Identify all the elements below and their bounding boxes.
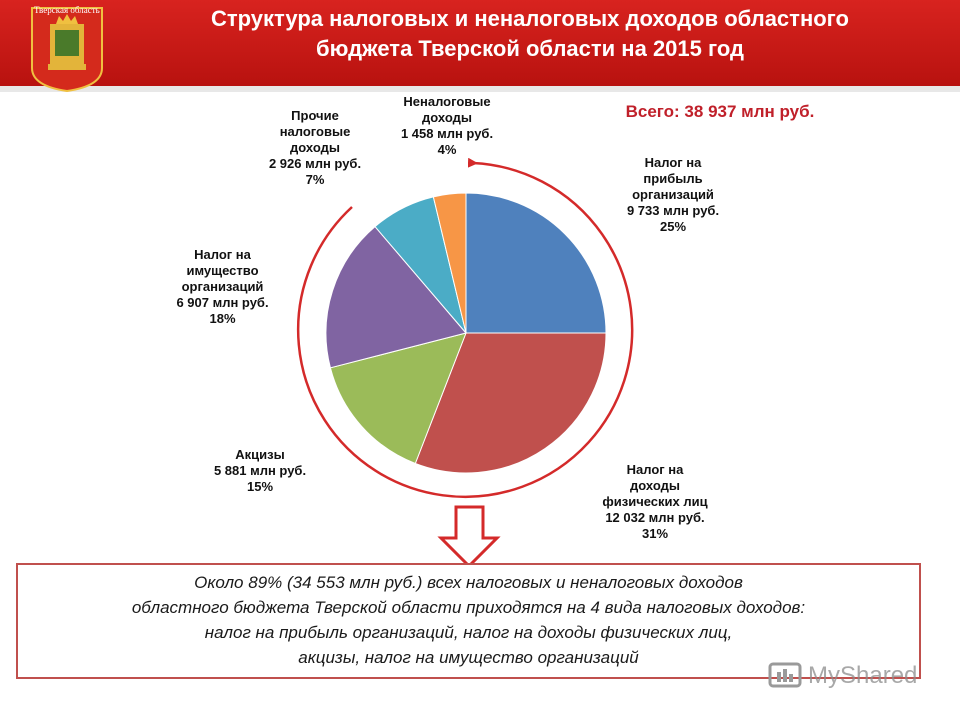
slice-non-tax [432, 192, 467, 334]
label-income-tax: Налог на доходы физических лиц 12 032 мл… [580, 462, 730, 542]
label-property-tax-name-3: организаций [181, 279, 264, 294]
label-other-tax: Прочие налоговые доходы 2 926 млн руб. 7… [245, 108, 385, 188]
label-other-tax-name-1: Прочие [291, 108, 339, 123]
label-property-tax: Налог на имущество организаций 6 907 млн… [155, 247, 290, 327]
pie-slices [325, 192, 607, 474]
title-line-2: бюджета Тверской области на 2015 год [316, 36, 744, 61]
label-other-tax-name-3: доходы [290, 140, 340, 155]
label-property-tax-percent: 18% [209, 311, 236, 326]
label-profit-tax-value: 9 733 млн руб. [626, 203, 720, 218]
label-income-tax-name-2: доходы [630, 478, 680, 493]
coat-of-arms-icon [31, 7, 103, 92]
label-non-tax-name-1: Неналоговые [403, 94, 491, 109]
label-property-tax-value: 6 907 млн руб. [176, 295, 269, 310]
header-bar: Тверская область Структура налоговых и н… [0, 0, 960, 92]
label-income-tax-percent: 31% [641, 526, 669, 541]
watermark-icon [768, 662, 802, 688]
summary-line-2: областного бюджета Тверской области прих… [131, 598, 806, 617]
summary-line-1: Около 89% (34 553 млн руб.) всех налогов… [194, 573, 743, 592]
slice-profit-tax [465, 192, 607, 334]
total-label: Всего: 38 937 млн руб. [625, 102, 815, 121]
label-other-tax-name-2: налоговые [279, 124, 351, 139]
label-profit-tax-name-3: организаций [632, 187, 714, 202]
label-property-tax-name-1: Налог на [194, 247, 251, 262]
summary-line-3: налог на прибыль организаций, налог на д… [204, 623, 733, 642]
label-excise-name-1: Акцизы [235, 447, 285, 462]
label-excise-percent: 15% [246, 479, 274, 494]
down-arrow [437, 505, 501, 569]
watermark-text: MyShared [808, 662, 918, 689]
label-property-tax-name-2: имущество [186, 263, 259, 278]
label-income-tax-value: 12 032 млн руб. [605, 510, 705, 525]
cycle-arrow [296, 157, 634, 498]
summary-box: Около 89% (34 553 млн руб.) всех налогов… [16, 563, 921, 679]
label-non-tax-value: 1 458 млн руб. [400, 126, 494, 141]
label-income-tax-name-3: физических лиц [602, 494, 708, 509]
title-line-1: Структура налоговых и неналоговых доходо… [211, 6, 849, 31]
label-profit-tax-percent: 25% [659, 219, 687, 234]
slice-excise [329, 332, 467, 465]
slice-income-tax [414, 332, 607, 474]
label-profit-tax-name-1: Налог на [644, 155, 702, 170]
summary-line-4: акцизы, налог на имущество организаций [298, 648, 639, 667]
label-profit-tax: Налог на прибыль организаций 9 733 млн р… [598, 155, 748, 235]
emblem-caption: Тверская область [34, 5, 100, 15]
label-non-tax: Неналоговые доходы 1 458 млн руб. 4% [377, 94, 517, 158]
slice-property-tax [325, 225, 467, 369]
label-other-tax-value: 2 926 млн руб. [268, 156, 362, 171]
label-non-tax-percent: 4% [437, 142, 457, 157]
label-excise: Акцизы 5 881 млн руб. 15% [195, 447, 325, 495]
label-other-tax-percent: 7% [305, 172, 325, 187]
page-title: Структура налоговых и неналоговых доходо… [120, 4, 940, 64]
label-profit-tax-name-2: прибыль [643, 171, 703, 186]
label-income-tax-name-1: Налог на [626, 462, 684, 477]
label-excise-value: 5 881 млн руб. [213, 463, 307, 478]
label-non-tax-name-2: доходы [422, 110, 472, 125]
